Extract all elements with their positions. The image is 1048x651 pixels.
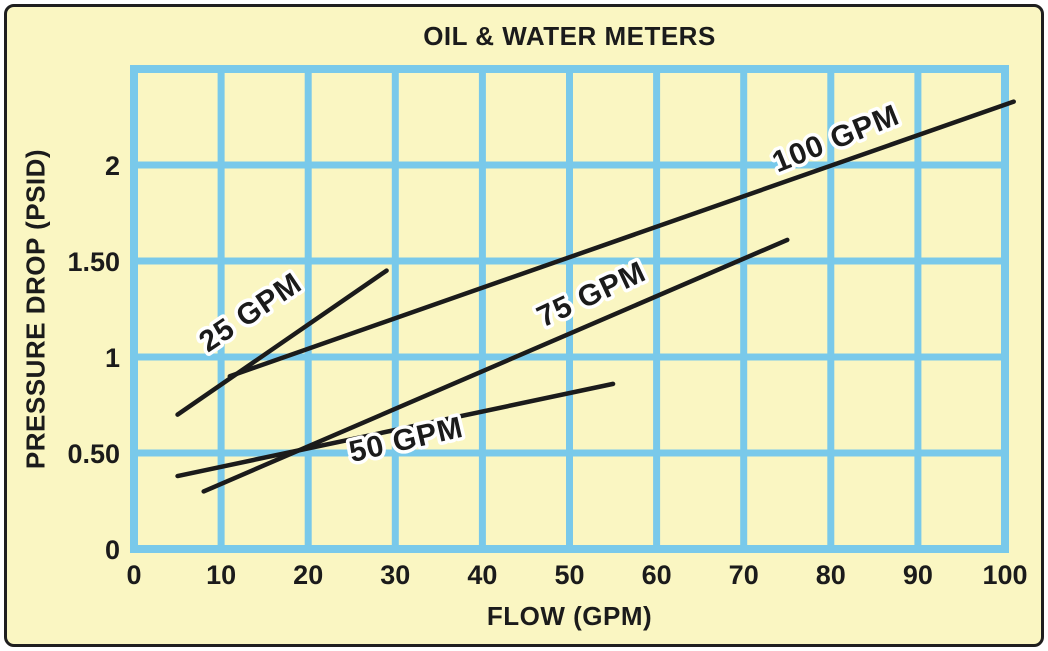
series-line-50-gpm	[175, 381, 616, 479]
x-tick-label: 100	[982, 560, 1027, 590]
y-tick-label: 0.50	[67, 439, 120, 469]
series-label-50-gpm: 50 GPM	[346, 411, 466, 469]
y-tick-label: 0	[105, 535, 120, 565]
x-axis-title: FLOW (GPM)	[486, 601, 653, 631]
series-label-25-gpm: 25 GPM	[193, 267, 308, 359]
series-line-25-gpm	[175, 268, 389, 417]
x-tick-label: 70	[729, 560, 759, 590]
series-line-100-gpm	[227, 99, 1016, 379]
x-tick-label: 20	[293, 560, 323, 590]
x-tick-label: 90	[903, 560, 933, 590]
y-tick-label: 2	[105, 151, 120, 181]
x-tick-label: 50	[554, 560, 584, 590]
x-tick-label: 0	[126, 560, 141, 590]
x-tick-label: 80	[816, 560, 846, 590]
y-axis-title: PRESSURE DROP (PSID)	[20, 148, 51, 470]
x-tick-label: 40	[467, 560, 497, 590]
x-tick-label: 60	[642, 560, 672, 590]
y-tick-label: 1	[105, 343, 120, 373]
chart-title: OIL & WATER METERS	[423, 21, 716, 51]
plot-frame	[130, 65, 1009, 553]
x-tick-label: 10	[206, 560, 236, 590]
x-tick-label: 30	[380, 560, 410, 590]
y-tick-label: 1.50	[67, 247, 120, 277]
series-line-75-gpm	[201, 237, 790, 494]
figure-border	[4, 4, 1044, 647]
